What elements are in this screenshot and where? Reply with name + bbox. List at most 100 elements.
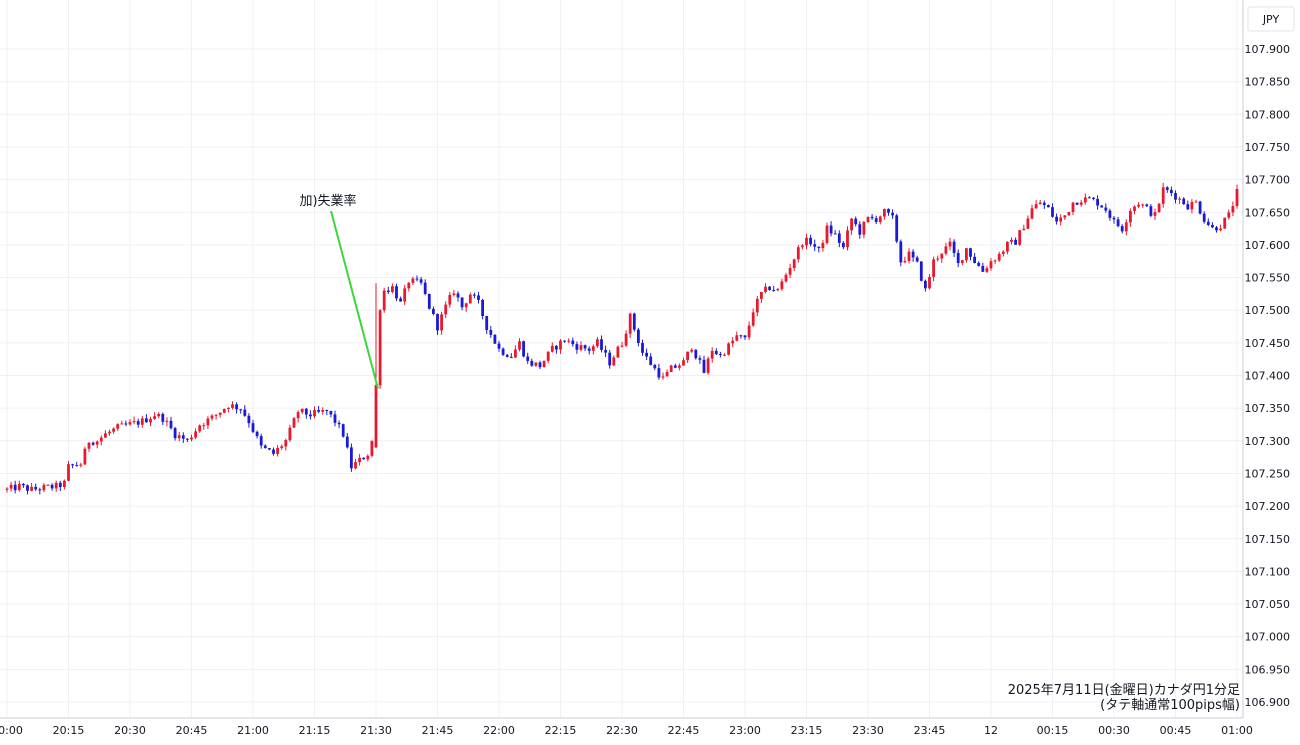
candle	[587, 346, 591, 355]
candle	[288, 424, 292, 442]
candle	[591, 344, 595, 355]
candle-body	[1202, 213, 1206, 222]
candle	[772, 285, 776, 292]
candle-body	[1227, 212, 1231, 218]
candle-body	[468, 294, 472, 304]
candle	[1083, 193, 1087, 205]
candle	[198, 424, 202, 433]
candle-body	[981, 265, 985, 272]
candle-body	[788, 268, 792, 275]
candle	[202, 422, 206, 430]
candle-body	[173, 428, 177, 439]
candle	[1001, 250, 1005, 257]
candle	[809, 234, 812, 247]
candle-body	[965, 248, 968, 261]
candle-body	[1047, 205, 1050, 208]
candle	[1026, 215, 1030, 230]
candle	[862, 220, 866, 239]
candle-body	[694, 349, 698, 359]
candle	[190, 434, 193, 442]
candle-body	[1174, 193, 1177, 200]
candle-body	[337, 422, 341, 425]
candle-body	[284, 440, 288, 447]
candle	[473, 292, 476, 299]
candle-body	[620, 345, 624, 347]
candle	[448, 292, 452, 308]
price-axis[interactable]: 107.900 107.850 107.800 107.750 107.700 107.6…	[1242, 0, 1291, 718]
candle-body	[17, 483, 21, 491]
candle	[292, 416, 296, 428]
candle-body	[489, 329, 493, 335]
candle	[604, 345, 607, 358]
candle-body	[136, 421, 140, 425]
candle	[928, 273, 931, 290]
candle-body	[186, 438, 189, 440]
candle	[1231, 201, 1235, 216]
candle	[403, 284, 407, 306]
candle	[493, 334, 497, 345]
x-tick-label: 20:00	[0, 724, 23, 737]
caption-line-1: 2025年7月11日(金曜日)カナダ円1分足	[1008, 682, 1240, 698]
candle	[735, 331, 739, 342]
candle	[157, 412, 161, 419]
x-tick-label: 23:30	[852, 724, 884, 737]
time-axis[interactable]: 20:00 20:15 20:30 20:45 21:00 21:15 21:30 21:45…	[0, 717, 1253, 737]
candle-body	[993, 260, 997, 262]
x-tick-label: 22:15	[545, 724, 577, 737]
candle	[1157, 202, 1161, 213]
candle-body	[313, 410, 316, 417]
candle	[915, 255, 919, 263]
candle-body	[780, 281, 784, 289]
candle-body	[1059, 217, 1063, 222]
candle	[358, 454, 361, 466]
candle	[452, 289, 456, 297]
currency-badge[interactable]	[1247, 6, 1295, 32]
candle-body	[1116, 219, 1120, 227]
candle	[1055, 213, 1058, 225]
candle-body	[792, 259, 796, 269]
candle-body	[456, 293, 460, 298]
candle	[505, 354, 509, 358]
candle	[83, 446, 87, 465]
candle	[227, 407, 230, 413]
candle	[362, 457, 366, 460]
candle	[698, 355, 702, 364]
candle-body	[973, 256, 976, 263]
candle-body	[919, 261, 923, 281]
candle-body	[296, 412, 300, 419]
annotation-label: 加)失業率	[299, 193, 356, 209]
candle	[973, 252, 976, 264]
candle-body	[210, 415, 214, 419]
candle	[50, 483, 54, 491]
candle	[1030, 204, 1034, 220]
candle	[661, 372, 665, 380]
x-tick-label: 20:30	[114, 724, 146, 737]
candle	[1071, 201, 1075, 216]
candle-body	[477, 295, 480, 300]
candle	[559, 339, 562, 354]
candle-body	[222, 409, 226, 413]
candle	[128, 418, 132, 426]
candle-body	[153, 416, 156, 419]
y-tick-label: 107.250	[1245, 467, 1291, 480]
candle-body	[837, 233, 841, 243]
x-tick-label: 23:00	[729, 724, 761, 737]
candle	[67, 461, 70, 482]
candle	[624, 330, 628, 348]
candle-body	[157, 413, 161, 417]
candle	[99, 435, 103, 446]
candle-body	[202, 425, 206, 427]
candle-body	[985, 268, 989, 272]
candle	[1198, 200, 1202, 215]
candle	[341, 423, 345, 438]
candle-body	[386, 290, 390, 292]
candle	[673, 363, 677, 369]
candle-body	[1133, 206, 1136, 211]
candle-body	[1096, 198, 1099, 206]
candle-body	[587, 348, 591, 351]
candle	[965, 248, 968, 263]
candle	[501, 347, 505, 357]
candle	[1227, 209, 1231, 220]
candle	[477, 291, 480, 304]
candle	[1034, 200, 1038, 209]
